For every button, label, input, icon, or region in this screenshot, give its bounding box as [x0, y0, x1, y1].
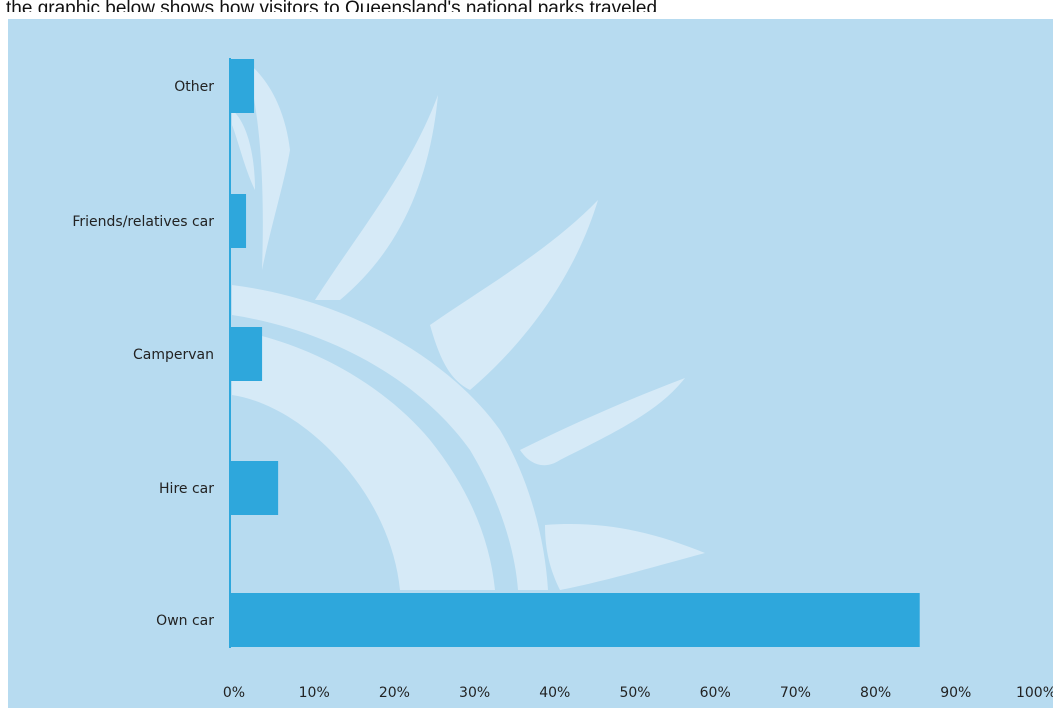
category-label: Campervan [133, 347, 214, 363]
x-tick-label: 70% [780, 685, 811, 701]
x-tick-label: 90% [940, 685, 971, 701]
x-tick-label: 30% [459, 685, 490, 701]
x-tick-label: 20% [379, 685, 410, 701]
x-tick-label: 60% [700, 685, 731, 701]
category-label: Hire car [159, 481, 214, 497]
bar-other [230, 59, 255, 113]
plant-watermark-icon [232, 60, 705, 590]
bar-campervan [230, 327, 263, 381]
bar-hire-car [230, 461, 279, 515]
bar-own-car [230, 593, 920, 647]
category-label: Friends/relatives car [72, 214, 214, 230]
category-label: Other [174, 79, 214, 95]
header-caption: the graphic below shows how visitors to … [6, 0, 658, 12]
x-tick-label: 40% [539, 685, 570, 701]
x-tick-label: 0% [223, 685, 245, 701]
category-label: Own car [156, 613, 214, 629]
x-tick-label: 10% [299, 685, 330, 701]
x-tick-label: 50% [619, 685, 650, 701]
bar-friends-relatives-car [230, 194, 247, 248]
x-tick-label: 80% [860, 685, 891, 701]
x-tick-label: 100% [1016, 685, 1053, 701]
